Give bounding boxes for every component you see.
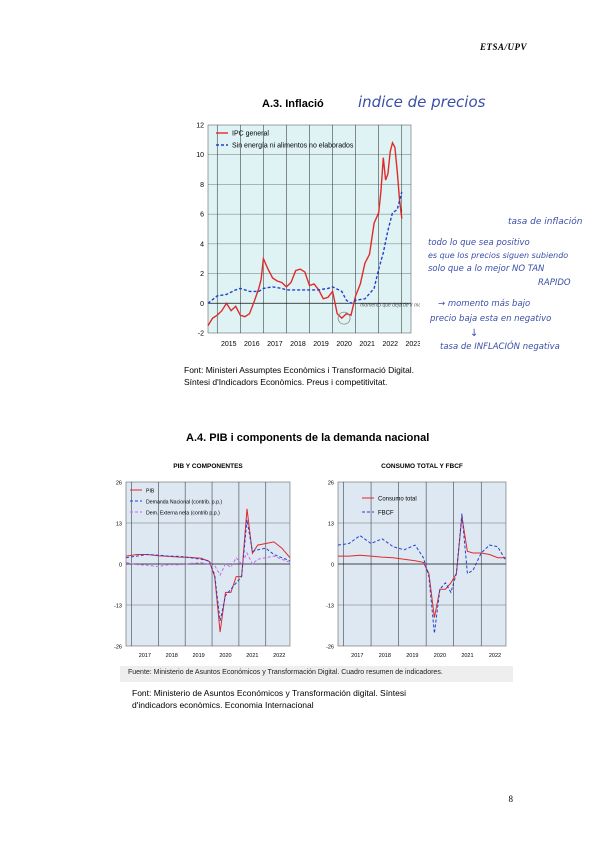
page-number: 8 (508, 794, 514, 804)
x-tick-label: 2017 (139, 653, 151, 659)
x-tick-label: 2022 (273, 653, 285, 659)
y-tick-label: 13 (328, 522, 334, 528)
y-tick-label: 0 (200, 301, 204, 308)
y-tick-label: -26 (114, 645, 122, 651)
source-a3: Font: Ministeri Assumptes Econòmics i Tr… (184, 364, 414, 388)
x-tick-label: 2018 (290, 341, 306, 348)
y-tick-label: 26 (328, 481, 334, 487)
institution-header: ETSA/UPV (479, 42, 527, 52)
x-tick-label: 2021 (359, 341, 375, 348)
annotation-positive-2: es que los precios siguen subiendo (428, 251, 569, 260)
fuente-text: Fuente: Ministerio de Asuntos Económicos… (128, 669, 443, 676)
series-line (125, 551, 291, 577)
fuente-bar: Fuente: Ministerio de Asuntos Económicos… (120, 666, 513, 682)
y-tick-label: 6 (200, 212, 204, 219)
x-tick-label: 2022 (489, 653, 501, 659)
y-tick-label: -26 (326, 645, 334, 651)
series-line (337, 513, 507, 634)
x-tick-label: 2016 (244, 341, 260, 348)
y-tick-label: 2 (200, 271, 204, 278)
chart-title: PIB Y COMPONENTES (173, 463, 243, 470)
series-line (207, 140, 403, 326)
legend-label: FBCF (378, 511, 394, 517)
source-a3-line2: Síntesi d'Indicadors Econòmics. Preus i … (184, 377, 388, 387)
x-tick-label: 2018 (379, 653, 391, 659)
annotation-tasa: tasa de inflación (508, 217, 583, 227)
handwritten-title: indice de precios (358, 93, 486, 111)
y-tick-label: 26 (116, 481, 122, 487)
inflation-chart: 2015 2016 2017 2018 2019 2020 2021 2022 2023 -2 0 2… (196, 123, 420, 349)
y-tick-label: -13 (114, 604, 122, 610)
y-tick-label: 0 (331, 563, 334, 569)
y-tick-label: 10 (196, 152, 204, 159)
series-line (207, 191, 403, 305)
y-tick-label: -13 (326, 604, 334, 610)
y-tick-label: -2 (198, 331, 204, 338)
x-tick-label: 2021 (461, 653, 473, 659)
source-a4-line2: d'indicadors econòmics. Economia Interna… (132, 700, 314, 710)
section-a3-title: A.3. Inflació (262, 98, 324, 110)
x-tick-label: 2021 (246, 653, 258, 659)
y-tick-label: 0 (119, 563, 122, 569)
inner-handwritten-note: momento que deja de ir mas atras (360, 302, 420, 308)
legend-label: PIB (146, 489, 155, 495)
legend-label: Dem. Externa neta (contrib p.p.) (146, 511, 220, 517)
legend-label: IPC general (232, 131, 269, 138)
annotation-negative-rate: tasa de INFLACIÓN negativa (440, 342, 560, 352)
annotation-positive-4: RAPIDO (538, 278, 571, 288)
legend-label: Demanda Nacional (contrib. p.p.) (146, 500, 222, 506)
chart-title: CONSUMO TOTAL Y FBCF (381, 463, 463, 470)
y-tick-label: 12 (196, 123, 204, 130)
legend-label: Sin energía ni alimentos no elaborados (232, 143, 354, 150)
pib-chart: PIB Y COMPONENTES 2017 2018 2019 2020 2021 202… (114, 463, 291, 659)
x-tick-label: 2023 (406, 341, 420, 348)
x-tick-label: 2019 (192, 653, 204, 659)
x-tick-label: 2017 (351, 653, 363, 659)
x-tick-label: 2017 (267, 341, 283, 348)
series-line (338, 516, 506, 618)
source-a4: Font: Ministerio de Asuntos Económicos y… (132, 687, 406, 711)
series-line (125, 519, 291, 621)
x-tick-label: 2019 (313, 341, 329, 348)
annotation-positive-1: todo lo que sea positivo (428, 238, 530, 248)
y-tick-label: 13 (116, 522, 122, 528)
section-a4-title: A.4. PIB i components de la demanda naci… (186, 432, 430, 444)
x-tick-label: 2015 (221, 341, 237, 348)
x-tick-label: 2020 (336, 341, 352, 348)
low-point-circle (337, 311, 351, 325)
x-tick-label: 2019 (406, 653, 418, 659)
consumo-fbcf-chart: CONSUMO TOTAL Y FBCF 2017 2018 2019 2020 2021… (326, 463, 507, 659)
annotation-low-point: → momento más bajo (438, 299, 531, 309)
x-tick-label: 2018 (166, 653, 178, 659)
source-a3-line1: Font: Ministeri Assumptes Econòmics i Tr… (184, 365, 415, 375)
x-tick-label: 2020 (434, 653, 446, 659)
annotation-arrow: ↓ (470, 328, 479, 339)
y-tick-label: 4 (200, 241, 204, 248)
y-tick-label: 8 (200, 182, 204, 189)
x-tick-label: 2022 (382, 341, 398, 348)
annotation-positive-3: solo que a lo mejor NO TAN (428, 264, 545, 274)
legend-label: Consumo total (378, 497, 417, 503)
annotation-negative: precio baja esta en negativo (430, 314, 552, 324)
x-tick-label: 2020 (219, 653, 231, 659)
source-a4-line1: Font: Ministerio de Asuntos Económicos y… (132, 688, 407, 698)
